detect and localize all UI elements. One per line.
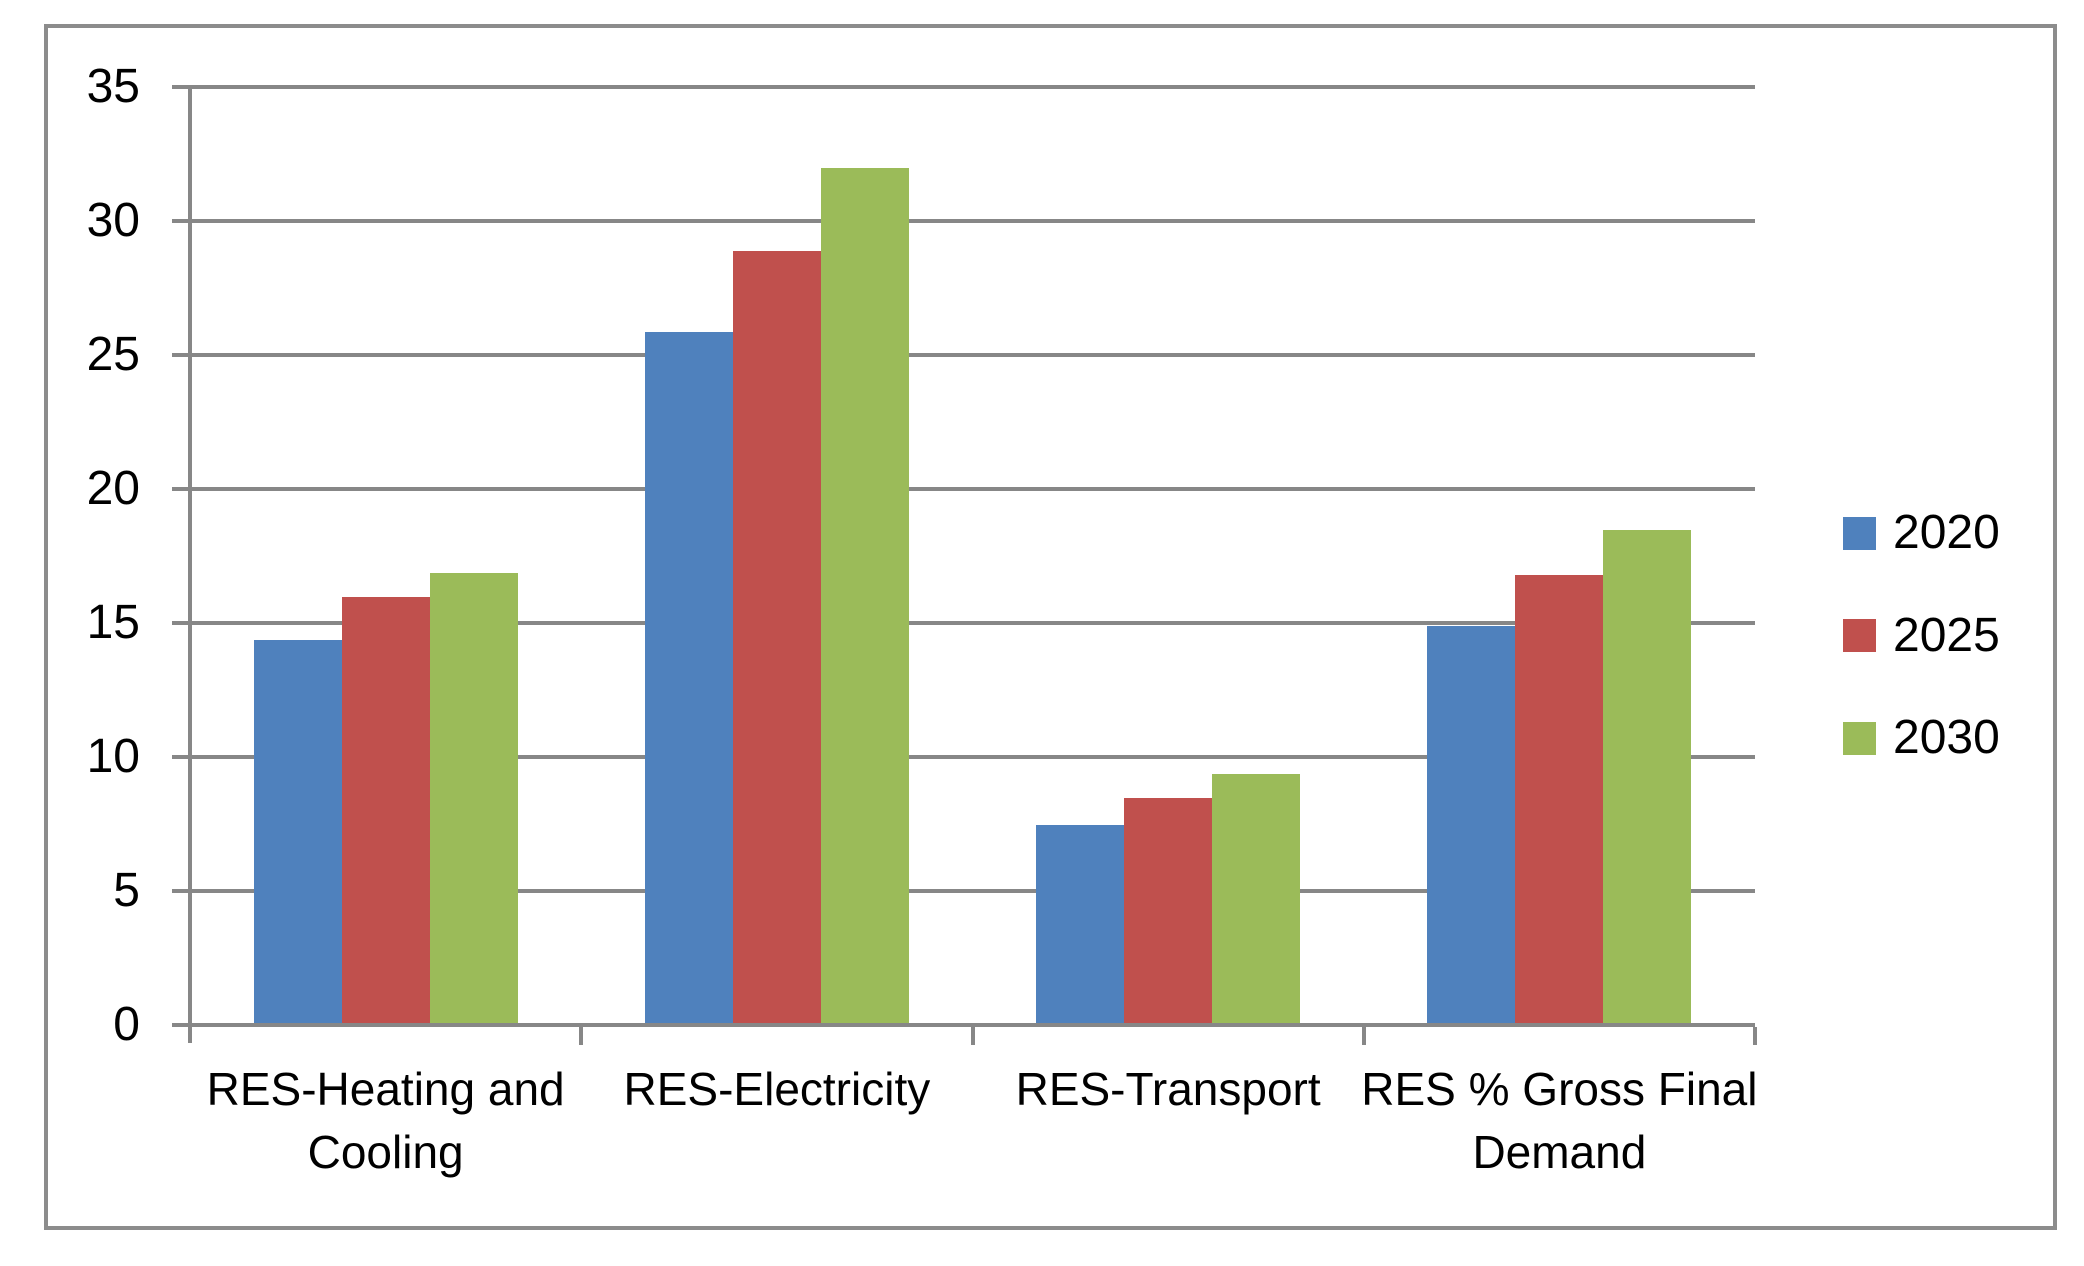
category-label: RES-Transport: [1015, 1063, 1321, 1115]
legend-label-2030: 2030: [1893, 711, 2000, 764]
bar-2030-res-electricity: [820, 168, 909, 1023]
category-label: RES-Heating and Cooling: [206, 1063, 565, 1178]
gridline: [172, 889, 1755, 893]
gridline: [172, 755, 1755, 759]
legend-label-2020: 2020: [1893, 506, 2000, 559]
y-tick-label: 30: [86, 194, 140, 247]
bar-2030-res-heating-and-cooling: [429, 572, 518, 1023]
legend-swatch-2020: [1843, 516, 1876, 550]
x-axis-line: [172, 1023, 1755, 1027]
legend-item-2025: 2025: [1843, 608, 2000, 662]
bar-2020-res-gross-final-demand: [1427, 626, 1516, 1023]
y-tick-label: 0: [113, 998, 140, 1051]
legend-label-2025: 2025: [1893, 608, 2000, 662]
bar-2020-res-electricity: [644, 331, 733, 1023]
bar-2025-res-heating-and-cooling: [341, 596, 430, 1023]
bar-2025-res-gross-final-demand: [1515, 575, 1604, 1023]
gridline: [172, 487, 1755, 491]
legend-item-2030: 2030: [1843, 714, 2000, 762]
legend-swatch-2030: [1843, 721, 1876, 755]
legend-item-2020: 2020: [1843, 509, 2000, 557]
category-label: RES % Gross Final Demand: [1361, 1063, 1758, 1178]
y-tick-label: 35: [86, 60, 140, 113]
y-tick-label: 5: [113, 864, 140, 917]
gridline: [172, 85, 1755, 89]
y-tick-label: 15: [86, 596, 140, 649]
bar-2020-res-transport: [1036, 824, 1125, 1023]
gridline: [172, 353, 1755, 357]
bar-2020-res-heating-and-cooling: [253, 639, 342, 1023]
bar-2025-res-electricity: [732, 251, 821, 1023]
y-tick-label: 20: [86, 462, 140, 515]
x-axis-tick: [1753, 1027, 1757, 1045]
y-tick-label: 25: [86, 328, 140, 381]
gridline: [172, 219, 1755, 223]
x-axis-tick: [1361, 1027, 1366, 1045]
bar-2025-res-transport: [1124, 797, 1213, 1023]
gridline: [172, 621, 1755, 625]
bar-2030-res-gross-final-demand: [1603, 529, 1692, 1023]
legend-swatch-2025: [1843, 619, 1876, 652]
bar-2030-res-transport: [1212, 773, 1301, 1023]
category-label: RES-Electricity: [623, 1063, 931, 1115]
x-axis-tick: [970, 1027, 975, 1045]
x-axis-tick: [579, 1027, 584, 1045]
y-tick-label: 10: [86, 730, 140, 783]
y-axis-line: [188, 85, 192, 1043]
